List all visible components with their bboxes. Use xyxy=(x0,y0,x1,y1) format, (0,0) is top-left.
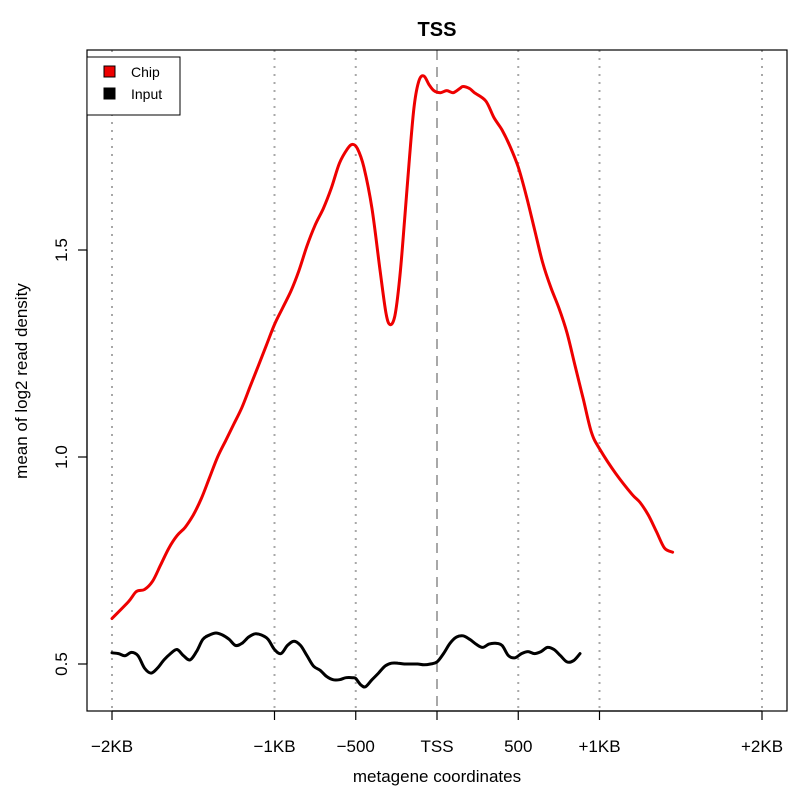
series-layer xyxy=(110,74,675,689)
x-tick-label: −2KB xyxy=(91,737,133,756)
x-tick-label: +1KB xyxy=(578,737,620,756)
legend-box xyxy=(86,56,181,116)
chart-title: TSS xyxy=(418,19,457,41)
legend-swatch-input xyxy=(103,87,116,100)
y-tick-label: 0.5 xyxy=(52,652,71,676)
legend-label-chip: Chip xyxy=(131,64,160,80)
x-tick-label: TSS xyxy=(420,737,453,756)
legend-label-input: Input xyxy=(131,86,162,102)
x-tick-label: 500 xyxy=(504,737,532,756)
legend: Chip Input xyxy=(86,56,181,116)
y-tick-label: 1.0 xyxy=(52,445,71,469)
x-tick-label: +2KB xyxy=(741,737,783,756)
y-axis-label: mean of log2 read density xyxy=(12,283,31,479)
x-axis-label: metagene coordinates xyxy=(353,767,521,786)
series-line-chip xyxy=(110,74,675,620)
x-axis: −2KB −1KB −500 TSS 500 +1KB +2KB xyxy=(91,710,783,756)
vertical-guides xyxy=(111,50,763,711)
legend-swatch-chip xyxy=(103,65,116,78)
y-tick-label: 1.5 xyxy=(52,238,71,262)
x-tick-label: −1KB xyxy=(253,737,295,756)
series-line-input xyxy=(110,631,582,689)
y-axis: 0.5 1.0 1.5 xyxy=(52,238,88,676)
x-tick-label: −500 xyxy=(337,737,375,756)
